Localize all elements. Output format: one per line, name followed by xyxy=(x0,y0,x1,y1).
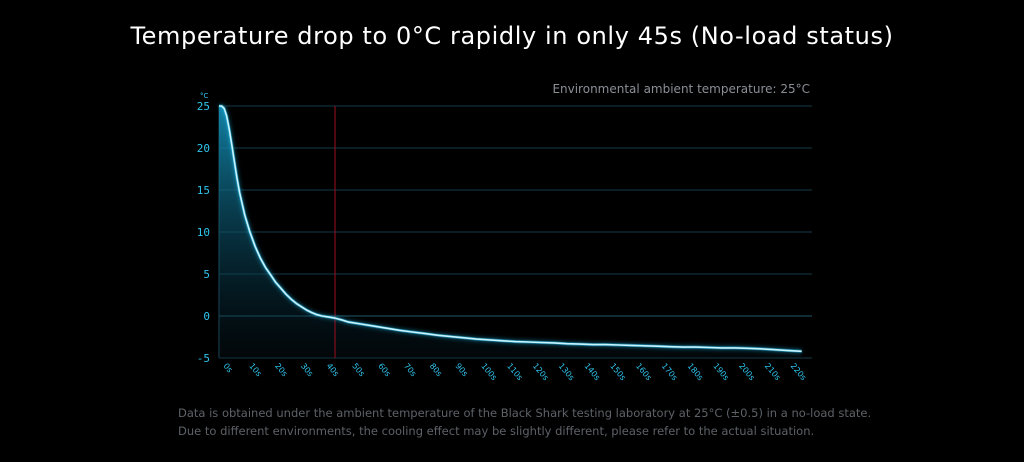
series-area xyxy=(219,106,802,358)
x-tick-label: 70s xyxy=(402,362,418,379)
x-tick-label: 40s xyxy=(325,362,341,379)
y-tick-label: 5 xyxy=(203,268,210,281)
footnote-line-2: Due to different environments, the cooli… xyxy=(178,424,815,438)
x-tick-label: 10s xyxy=(247,362,263,379)
x-tick-label: 220s xyxy=(789,362,808,383)
x-tick-label: 170s xyxy=(660,362,679,383)
x-tick-label: 110s xyxy=(505,362,524,383)
y-axis-unit: °C xyxy=(200,92,209,100)
y-tick-label: 15 xyxy=(197,184,210,197)
x-tick-label: 190s xyxy=(711,362,730,383)
x-tick-label: 60s xyxy=(376,362,392,379)
x-tick-label: 100s xyxy=(479,362,498,383)
x-tick-label: 30s xyxy=(299,362,315,379)
y-tick-label: 10 xyxy=(197,226,210,239)
x-tick-label: 0s xyxy=(221,362,234,375)
x-tick-label: 90s xyxy=(454,362,470,379)
x-tick-label: 140s xyxy=(582,362,601,383)
x-tick-label: 180s xyxy=(686,362,705,383)
series-line xyxy=(219,105,802,353)
x-tick-label: 160s xyxy=(634,362,653,383)
ambient-temperature-note: Environmental ambient temperature: 25°C xyxy=(552,82,810,96)
y-tick-label: 0 xyxy=(203,310,210,323)
x-tick-label: 200s xyxy=(737,362,756,383)
x-tick-label: 20s xyxy=(273,362,289,379)
y-tick-label: 20 xyxy=(197,142,210,155)
x-tick-label: 210s xyxy=(763,362,782,383)
footnote-line-1: Data is obtained under the ambient tempe… xyxy=(178,406,872,420)
x-tick-label: 130s xyxy=(557,362,576,383)
page-title: Temperature drop to 0°C rapidly in only … xyxy=(130,22,894,50)
area-fill xyxy=(219,106,802,358)
x-tick-label: 50s xyxy=(350,362,366,379)
y-tick-label: 25 xyxy=(197,100,210,113)
x-tick-label: 120s xyxy=(531,362,550,383)
y-tick-label: -5 xyxy=(197,352,210,365)
x-tick-label: 80s xyxy=(428,362,444,379)
x-tick-label: 150s xyxy=(608,362,627,383)
series-line-layer xyxy=(219,104,802,353)
